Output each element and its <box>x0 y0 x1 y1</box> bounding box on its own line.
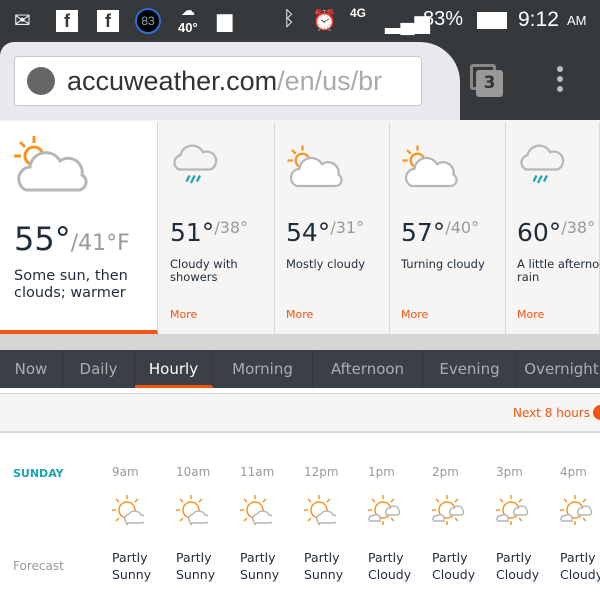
hour-condition: Partly Sunny <box>240 550 280 582</box>
menu-button[interactable] <box>552 66 568 100</box>
temperature: 51°/38° <box>170 218 249 247</box>
day-card[interactable]: 54°/31° Mostly cloudy More <box>276 122 390 334</box>
tab-overnight[interactable]: Overnight <box>517 350 600 388</box>
battery-percent: 83% <box>423 8 464 30</box>
facebook-icon: f <box>56 10 78 32</box>
email-icon: ✉ <box>14 10 31 32</box>
hour-label: 9am <box>112 465 139 479</box>
divider <box>0 334 600 350</box>
more-link[interactable]: More <box>286 308 314 321</box>
partly-cloudy-icon <box>368 493 401 531</box>
partly-cloudy-icon <box>560 493 593 531</box>
tab-evening[interactable]: Evening <box>423 350 517 388</box>
partly-sunny-icon <box>112 493 147 531</box>
notification-badge: 83 <box>135 8 161 34</box>
temperature: 54°/31° <box>286 218 365 247</box>
next-8-hours-link[interactable]: Next 8 hours <box>513 406 590 420</box>
clock-ampm: AM <box>567 13 587 28</box>
url-host: accuweather.com <box>67 66 278 96</box>
message-icon: ▆ <box>217 10 233 32</box>
sun-cloud-icon <box>12 134 92 198</box>
hour-condition: Partly Sunny <box>112 550 152 582</box>
hour-label: 12pm <box>304 465 339 479</box>
sub-header: Next 8 hours <box>0 393 600 433</box>
weather-icon: ☁ <box>181 2 195 18</box>
condition: Mostly cloudy <box>286 258 366 271</box>
battery-icon <box>477 12 507 29</box>
hour-label: 1pm <box>368 465 395 479</box>
hour-label: 11am <box>240 465 275 479</box>
hour-label: 2pm <box>432 465 459 479</box>
hour-condition: Partly Sunny <box>176 550 216 582</box>
network-type: 4G <box>350 6 367 20</box>
more-link[interactable]: More <box>517 308 545 321</box>
forecast-row-label: Forecast <box>13 559 64 573</box>
hour-condition: Partly Cloudy <box>432 550 476 582</box>
tab-hourly[interactable]: Hourly <box>135 350 213 388</box>
day-card[interactable]: 57°/40° Turning cloudy More <box>391 122 506 334</box>
url-bar[interactable]: accuweather.com/en/us/br <box>14 56 422 106</box>
more-link[interactable]: More <box>170 308 198 321</box>
hour-label: 4pm <box>560 465 587 479</box>
tab-daily[interactable]: Daily <box>63 350 135 388</box>
rain-cloud-icon <box>170 144 223 193</box>
hour-label: 10am <box>176 465 211 479</box>
url-path: /en/us/br <box>277 66 383 96</box>
day-card[interactable]: 55°/41°F Some sun, then clouds; warmer <box>0 122 158 334</box>
alarm-icon: ⏰ <box>312 10 337 32</box>
day-label: SUNDAY <box>13 467 64 480</box>
hour-condition: Partly Cloudy <box>368 550 412 582</box>
temperature: 60°/38° <box>517 218 596 247</box>
clock: 9:12 <box>518 8 559 31</box>
partly-sunny-icon <box>176 493 211 531</box>
temperature: 57°/40° <box>401 218 480 247</box>
forecast-nav-tabs: Now Daily Hourly Morning Afternoon Evening Ove… <box>0 350 600 388</box>
facebook-icon: f <box>97 10 119 32</box>
bluetooth-icon: ᛒ <box>283 8 295 30</box>
condition: Turning cloudy <box>401 258 485 271</box>
rain-cloud-icon <box>517 144 570 193</box>
hourly-forecast: SUNDAY Forecast 9am Partly Sunny 10am Partly… <box>0 435 600 595</box>
more-link[interactable]: More <box>401 308 429 321</box>
tab-switcher-button[interactable]: 3 <box>470 64 504 98</box>
next-arrow-icon[interactable] <box>593 405 600 420</box>
sun-cloud-icon <box>286 144 346 193</box>
hour-condition: Partly Cloudy <box>560 550 600 582</box>
day-card[interactable]: 51°/38° Cloudy with showers More <box>160 122 275 334</box>
signal-icon: ▂▄▆ <box>385 12 430 34</box>
temperature: 55°/41°F <box>14 220 130 258</box>
condition: A little afternoon rain <box>517 258 600 284</box>
active-tab: accuweather.com/en/us/br <box>0 42 460 120</box>
tab-now[interactable]: Now <box>0 350 63 388</box>
hour-label: 3pm <box>496 465 523 479</box>
partly-sunny-icon <box>240 493 275 531</box>
hour-condition: Partly Sunny <box>304 550 344 582</box>
tab-afternoon[interactable]: Afternoon <box>313 350 423 388</box>
hour-condition: Partly Cloudy <box>496 550 540 582</box>
tab-morning[interactable]: Morning <box>213 350 313 388</box>
browser-toolbar: accuweather.com/en/us/br 3 <box>0 42 600 120</box>
tab-count: 3 <box>476 70 503 97</box>
sun-cloud-icon <box>401 144 461 193</box>
weather-temp: 40° <box>178 20 198 35</box>
condition: Cloudy with showers <box>170 258 238 284</box>
partly-cloudy-icon <box>496 493 529 531</box>
partly-sunny-icon <box>304 493 339 531</box>
status-bar: ✉ f f 83 40° ☁ ▆ ᛒ ⏰ 4G ▂▄▆ 83% 9:12 AM <box>0 0 600 42</box>
day-card[interactable]: 60°/38° A little afternoon rain More <box>507 122 600 334</box>
daily-forecast-cards: 55°/41°F Some sun, then clouds; warmer 51°… <box>0 120 600 334</box>
condition: Some sun, then clouds; warmer <box>14 268 128 301</box>
partly-cloudy-icon <box>432 493 465 531</box>
globe-icon <box>27 67 55 95</box>
